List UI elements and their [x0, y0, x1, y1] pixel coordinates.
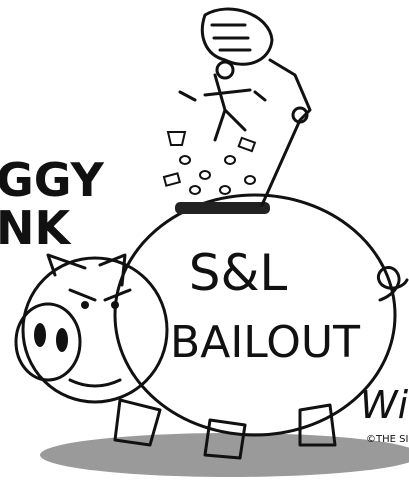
- cartoon: GGY NK S&L BAILOUT Wic ©THE SIG: [0, 0, 409, 481]
- shadow: [40, 433, 409, 477]
- nostril: [56, 328, 68, 352]
- copyright: ©THE SIG: [366, 434, 409, 445]
- eye: [111, 301, 119, 309]
- page: GGY NK S&L BAILOUT Wic ©THE SIG (() => {…: [0, 0, 409, 481]
- pig-label: S&L: [189, 244, 288, 302]
- nostril: [34, 323, 46, 347]
- signature: Wic: [360, 383, 409, 427]
- sign-line: GGY: [0, 153, 105, 207]
- eye: [81, 301, 89, 309]
- pig-label: BAILOUT: [170, 317, 360, 368]
- sign-line: NK: [0, 201, 72, 255]
- coin-slot: [175, 202, 270, 214]
